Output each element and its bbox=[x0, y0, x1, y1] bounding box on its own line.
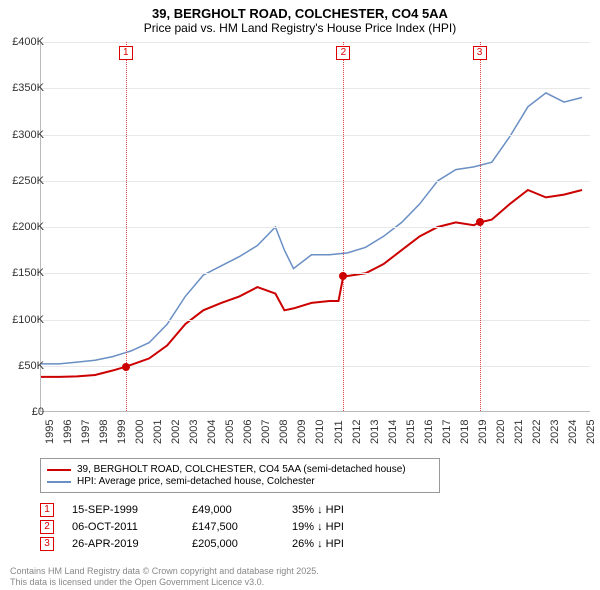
event-delta: 35% ↓ HPI bbox=[292, 504, 392, 516]
event-delta: 19% ↓ HPI bbox=[292, 521, 392, 533]
x-axis-label: 2012 bbox=[351, 420, 363, 444]
event-vline bbox=[343, 42, 344, 411]
legend: 39, BERGHOLT ROAD, COLCHESTER, CO4 5AA (… bbox=[40, 458, 440, 493]
x-axis-label: 2000 bbox=[134, 420, 146, 444]
x-axis-label: 2016 bbox=[423, 420, 435, 444]
title-line1: 39, BERGHOLT ROAD, COLCHESTER, CO4 5AA bbox=[0, 6, 600, 21]
y-axis-label: £0 bbox=[32, 406, 44, 418]
event-point-dot bbox=[339, 272, 347, 280]
gridline bbox=[41, 42, 590, 43]
gridline bbox=[41, 227, 590, 228]
title-line2: Price paid vs. HM Land Registry's House … bbox=[0, 21, 600, 35]
x-axis-label: 2022 bbox=[531, 420, 543, 444]
event-delta: 26% ↓ HPI bbox=[292, 538, 392, 550]
x-axis-label: 2005 bbox=[224, 420, 236, 444]
y-axis-label: £300K bbox=[12, 129, 44, 141]
x-axis-label: 1998 bbox=[98, 420, 110, 444]
event-price: £205,000 bbox=[192, 538, 292, 550]
x-axis-label: 2010 bbox=[314, 420, 326, 444]
events-table: 1 15-SEP-1999£49,00035% ↓ HPI 2 06-OCT-2011… bbox=[40, 500, 392, 554]
x-axis-label: 2007 bbox=[260, 420, 272, 444]
y-axis-label: £250K bbox=[12, 175, 44, 187]
event-point-dot bbox=[476, 218, 484, 226]
title-block: 39, BERGHOLT ROAD, COLCHESTER, CO4 5AA P… bbox=[0, 0, 600, 37]
property-line bbox=[41, 190, 582, 377]
event-row: 1 15-SEP-1999£49,00035% ↓ HPI bbox=[40, 503, 392, 517]
x-axis-label: 2019 bbox=[477, 420, 489, 444]
y-axis-label: £200K bbox=[12, 221, 44, 233]
gridline bbox=[41, 135, 590, 136]
event-vline bbox=[480, 42, 481, 411]
x-axis-label: 2013 bbox=[369, 420, 381, 444]
y-axis-label: £50K bbox=[18, 360, 44, 372]
event-date: 26-APR-2019 bbox=[72, 538, 192, 550]
event-row: 3 26-APR-2019£205,00026% ↓ HPI bbox=[40, 537, 392, 551]
x-axis-label: 2008 bbox=[278, 420, 290, 444]
event-price: £49,000 bbox=[192, 504, 292, 516]
y-axis-label: £150K bbox=[12, 267, 44, 279]
x-axis-label: 2025 bbox=[585, 420, 597, 444]
legend-label: 39, BERGHOLT ROAD, COLCHESTER, CO4 5AA (… bbox=[77, 464, 406, 475]
x-axis-label: 2004 bbox=[206, 420, 218, 444]
event-date: 06-OCT-2011 bbox=[72, 521, 192, 533]
x-axis-label: 1996 bbox=[62, 420, 74, 444]
event-price: £147,500 bbox=[192, 521, 292, 533]
event-marker-box: 1 bbox=[119, 46, 133, 60]
x-axis-label: 2014 bbox=[387, 420, 399, 444]
x-axis-label: 1995 bbox=[44, 420, 56, 444]
gridline bbox=[41, 320, 590, 321]
chart-container: 39, BERGHOLT ROAD, COLCHESTER, CO4 5AA P… bbox=[0, 0, 600, 590]
y-axis-label: £100K bbox=[12, 314, 44, 326]
x-axis-label: 2024 bbox=[567, 420, 579, 444]
x-axis-label: 2017 bbox=[441, 420, 453, 444]
footer: Contains HM Land Registry data © Crown c… bbox=[10, 566, 319, 588]
event-vline bbox=[126, 42, 127, 411]
x-axis-label: 2006 bbox=[242, 420, 254, 444]
event-number-box: 3 bbox=[40, 537, 54, 551]
event-number-box: 1 bbox=[40, 503, 54, 517]
legend-row: 39, BERGHOLT ROAD, COLCHESTER, CO4 5AA (… bbox=[47, 464, 433, 475]
x-axis-label: 2009 bbox=[296, 420, 308, 444]
event-number-box: 2 bbox=[40, 520, 54, 534]
x-axis-label: 2001 bbox=[152, 420, 164, 444]
y-axis-label: £350K bbox=[12, 82, 44, 94]
legend-label: HPI: Average price, semi-detached house,… bbox=[77, 476, 315, 487]
x-axis-label: 1999 bbox=[116, 420, 128, 444]
x-axis-label: 2021 bbox=[513, 420, 525, 444]
x-axis-label: 2015 bbox=[405, 420, 417, 444]
gridline bbox=[41, 88, 590, 89]
footer-line2: This data is licensed under the Open Gov… bbox=[10, 577, 319, 588]
legend-swatch bbox=[47, 481, 71, 483]
footer-line1: Contains HM Land Registry data © Crown c… bbox=[10, 566, 319, 577]
event-marker-box: 2 bbox=[336, 46, 350, 60]
x-axis-label: 2003 bbox=[188, 420, 200, 444]
event-marker-box: 3 bbox=[473, 46, 487, 60]
x-axis-label: 2002 bbox=[170, 420, 182, 444]
x-axis-label: 2011 bbox=[333, 420, 345, 444]
x-axis-label: 2018 bbox=[459, 420, 471, 444]
legend-swatch bbox=[47, 469, 71, 471]
x-axis-label: 1997 bbox=[80, 420, 92, 444]
event-row: 2 06-OCT-2011£147,50019% ↓ HPI bbox=[40, 520, 392, 534]
chart-area: 1 2 3 bbox=[40, 42, 590, 412]
x-axis-label: 2023 bbox=[549, 420, 561, 444]
gridline bbox=[41, 181, 590, 182]
legend-row: HPI: Average price, semi-detached house,… bbox=[47, 476, 433, 487]
event-point-dot bbox=[122, 363, 130, 371]
y-axis-label: £400K bbox=[12, 36, 44, 48]
x-axis-label: 2020 bbox=[495, 420, 507, 444]
gridline bbox=[41, 273, 590, 274]
event-date: 15-SEP-1999 bbox=[72, 504, 192, 516]
